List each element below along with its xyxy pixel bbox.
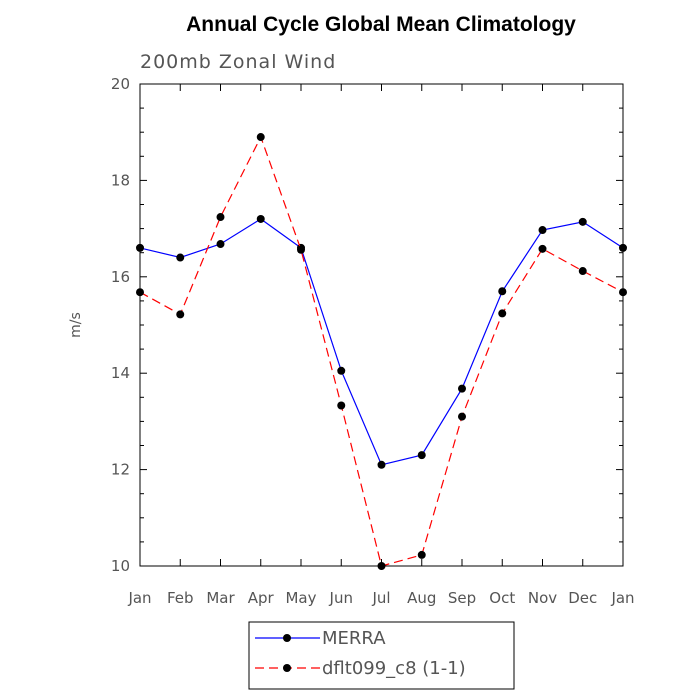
x-tick-label: Jul <box>371 589 390 607</box>
data-point <box>136 243 144 252</box>
series-line <box>139 218 624 466</box>
x-tick-label: Mar <box>206 589 235 607</box>
y-tick-label: 12 <box>111 461 130 479</box>
data-point <box>136 288 144 297</box>
data-point <box>216 213 225 222</box>
data-point <box>498 287 507 296</box>
chart-subtitle: 200mb Zonal Wind <box>140 51 336 73</box>
series-line <box>139 135 624 567</box>
data-point <box>256 133 265 142</box>
x-tick-label: Apr <box>248 589 275 607</box>
data-point <box>337 366 346 375</box>
data-point <box>498 309 507 318</box>
legend: MERRA dflt099_c8 (1-1) <box>248 621 515 690</box>
data-point <box>619 243 627 252</box>
legend-box <box>248 621 515 690</box>
data-point <box>538 244 547 253</box>
y-tick-label: 14 <box>111 364 130 382</box>
x-tick-label: Jan <box>610 589 634 607</box>
series-group <box>136 133 627 570</box>
data-point <box>216 240 225 249</box>
data-point <box>337 401 346 410</box>
data-point <box>619 288 627 297</box>
data-point <box>458 384 466 393</box>
data-point <box>417 550 426 559</box>
axes: 10 12 14 16 18 20 Jan Feb Mar Apr May Jun Jul Aug Sep O… <box>111 75 635 607</box>
data-point <box>578 217 587 226</box>
data-point <box>458 412 466 421</box>
plot-area-frame <box>139 83 624 567</box>
x-tick-label: Jan <box>127 589 151 607</box>
data-point <box>176 310 185 319</box>
y-axis-label: m/s <box>68 312 84 338</box>
legend-label: dflt099_c8 (1-1) <box>322 658 466 679</box>
data-point <box>417 451 426 460</box>
x-tick-label: Dec <box>568 589 597 607</box>
legend-marker <box>283 634 291 642</box>
y-tick-label: 10 <box>111 557 130 575</box>
chart-title: Annual Cycle Global Mean Climatology <box>186 13 576 36</box>
y-tick-label: 18 <box>111 171 130 189</box>
data-point <box>297 245 305 254</box>
data-point <box>176 253 185 262</box>
y-tick-label: 20 <box>111 75 130 93</box>
x-tick-label: Aug <box>407 589 436 607</box>
x-tick-label: Feb <box>167 589 194 607</box>
data-point <box>377 562 386 570</box>
legend-label: MERRA <box>322 628 386 649</box>
x-tick-label: Nov <box>528 589 557 607</box>
x-tick-label: May <box>285 589 316 607</box>
data-point <box>538 226 547 235</box>
legend-marker <box>283 664 291 672</box>
x-tick-label: Oct <box>489 589 515 607</box>
data-point <box>256 214 265 223</box>
y-tick-label: 16 <box>111 268 130 286</box>
data-point <box>578 267 587 276</box>
x-tick-label: Jun <box>329 589 353 607</box>
x-tick-label: Sep <box>448 589 476 607</box>
data-point <box>377 460 386 469</box>
